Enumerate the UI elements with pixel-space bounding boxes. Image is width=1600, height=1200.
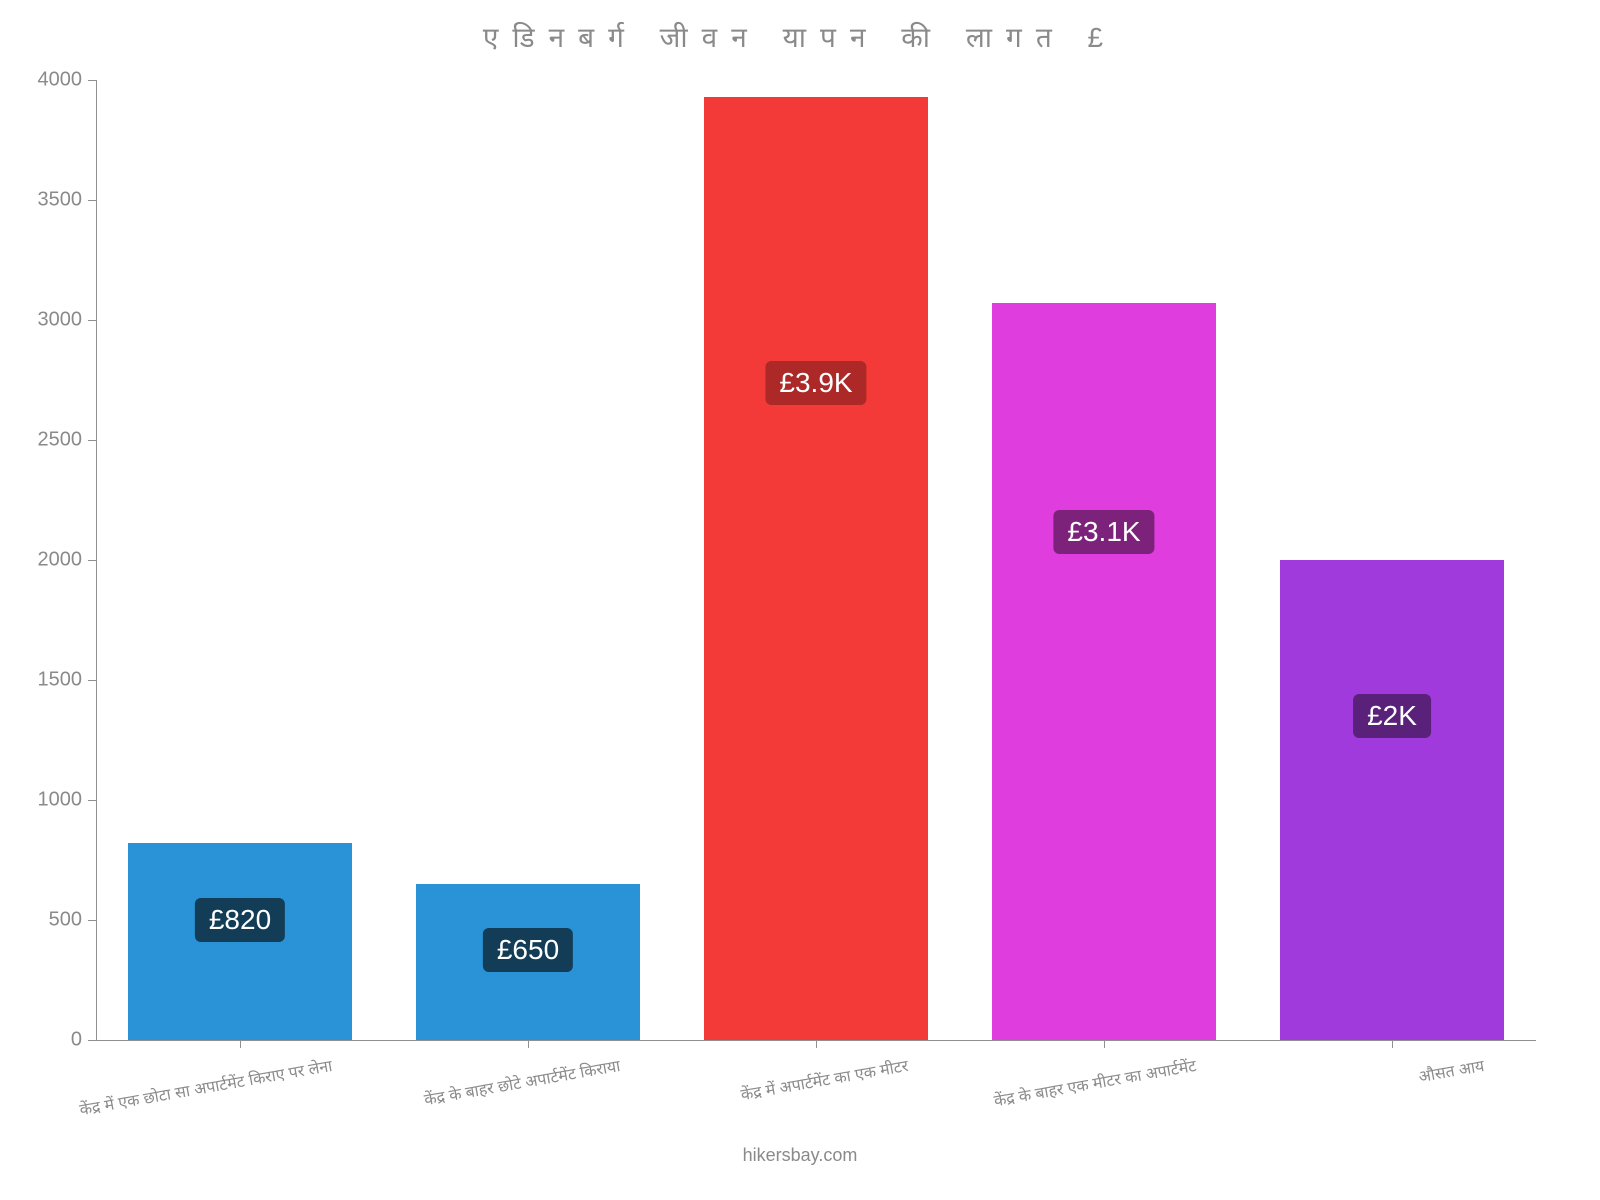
- chart-title: एडिनबर्ग जीवन यापन की लागत £: [0, 18, 1600, 56]
- y-tick-label: 4000: [2, 69, 82, 92]
- y-tick-label: 500: [2, 909, 82, 932]
- bar: [992, 303, 1217, 1040]
- x-tick-mark: [1104, 1040, 1105, 1048]
- bar: [704, 97, 929, 1040]
- bar: [1280, 560, 1505, 1040]
- x-tick-mark: [816, 1040, 817, 1048]
- x-tick-mark: [1392, 1040, 1393, 1048]
- y-tick-mark: [88, 1040, 96, 1041]
- y-tick-label: 2000: [2, 549, 82, 572]
- value-badge: £3.1K: [1053, 510, 1154, 554]
- chart-container: एडिनबर्ग जीवन यापन की लागत £ 05001000150…: [0, 0, 1600, 1200]
- plot-area: 05001000150020002500300035004000£820केंद…: [96, 80, 1536, 1040]
- y-tick-mark: [88, 200, 96, 201]
- y-tick-label: 2500: [2, 429, 82, 452]
- x-tick-mark: [240, 1040, 241, 1048]
- y-tick-mark: [88, 320, 96, 321]
- chart-footer: hikersbay.com: [0, 1145, 1600, 1166]
- value-badge: £650: [483, 928, 573, 972]
- y-axis-line: [96, 80, 97, 1040]
- y-tick-mark: [88, 80, 96, 81]
- y-tick-label: 3000: [2, 309, 82, 332]
- y-tick-label: 3500: [2, 189, 82, 212]
- y-tick-mark: [88, 680, 96, 681]
- y-tick-mark: [88, 560, 96, 561]
- y-tick-label: 0: [2, 1029, 82, 1052]
- x-tick-mark: [528, 1040, 529, 1048]
- value-badge: £2K: [1353, 694, 1431, 738]
- y-tick-label: 1500: [2, 669, 82, 692]
- y-tick-mark: [88, 440, 96, 441]
- value-badge: £3.9K: [765, 361, 866, 405]
- y-tick-mark: [88, 800, 96, 801]
- y-tick-label: 1000: [2, 789, 82, 812]
- value-badge: £820: [195, 898, 285, 942]
- y-tick-mark: [88, 920, 96, 921]
